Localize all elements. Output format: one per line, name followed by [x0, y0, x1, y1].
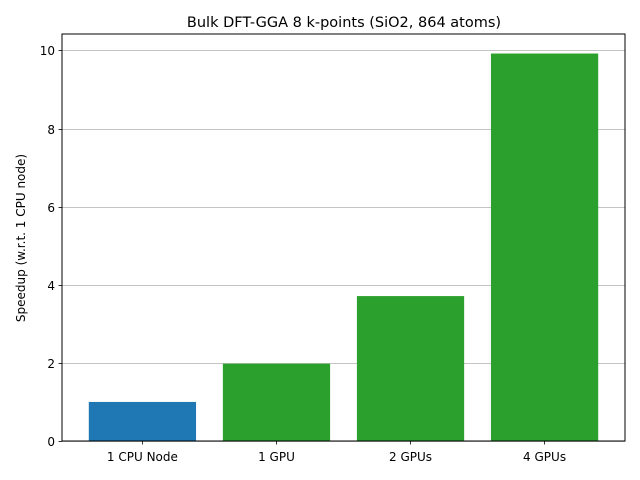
y-tick-label: 2 [47, 357, 55, 371]
y-tick-label: 8 [47, 123, 55, 137]
bar [88, 401, 197, 441]
y-tick-label: 4 [47, 279, 55, 293]
x-tick-label: 1 GPU [258, 450, 295, 464]
x-tick-label: 2 GPUs [389, 450, 432, 464]
y-tick-label: 6 [47, 201, 55, 215]
y-ticks-layer: 0 2 4 6 8 10 [40, 44, 62, 449]
chart-title: Bulk DFT-GGA 8 k-points (SiO2, 864 atoms… [187, 15, 501, 31]
bar [222, 363, 331, 441]
plot-frame [61, 33, 626, 442]
bars-layer [88, 53, 599, 441]
y-tick-label: 10 [40, 44, 55, 58]
x-ticks-layer: 1 CPU Node 1 GPU 2 GPUs 4 GPUs [107, 441, 566, 464]
x-tick-label: 1 CPU Node [107, 450, 178, 464]
y-axis-label: Speedup (w.r.t. 1 CPU node) [14, 154, 28, 322]
x-tick-label: 4 GPUs [523, 450, 566, 464]
bar [356, 296, 465, 441]
bar [490, 53, 599, 441]
y-tick-label: 0 [47, 435, 55, 449]
